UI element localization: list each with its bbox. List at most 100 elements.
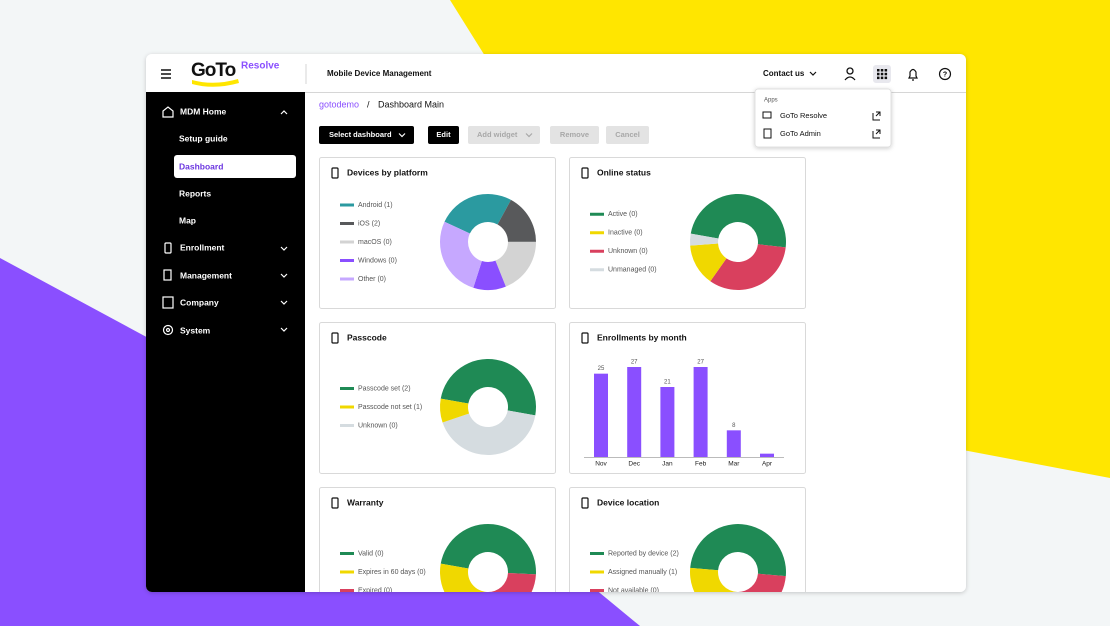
breadcrumb-separator: /	[367, 99, 370, 109]
chevron	[809, 71, 817, 76]
x-tick-label: Jan	[662, 461, 673, 468]
widget-title: Device location	[597, 497, 659, 507]
menu-button[interactable]	[161, 69, 171, 79]
x-tick-label: Mar	[728, 461, 740, 468]
widget-icon	[331, 497, 339, 509]
sidebar-icons	[162, 106, 288, 336]
widget-title: Passcode	[347, 332, 387, 342]
nav-item[interactable]: Management	[180, 270, 232, 280]
donut-segment	[440, 563, 488, 592]
page-title: Mobile Device Management	[327, 69, 432, 78]
menu-icons	[762, 111, 881, 139]
nav-item[interactable]: Enrollment	[180, 242, 225, 252]
chevron	[398, 133, 406, 138]
nav-subitem[interactable]: Setup guide	[179, 133, 228, 143]
apps-menu	[754, 88, 892, 148]
select-dashboard-button[interactable]	[319, 126, 414, 144]
value-label: 27	[631, 360, 638, 366]
donut-segment	[485, 572, 536, 592]
apps-menu-item[interactable]: GoTo Admin	[780, 129, 821, 138]
donut-segment	[690, 194, 786, 248]
button-label[interactable]: Edit	[436, 130, 451, 139]
bar	[693, 367, 708, 457]
add-widget-button[interactable]	[468, 126, 540, 144]
widget-icon	[331, 167, 339, 179]
x-tick-label: Dec	[628, 461, 640, 468]
legend-label: Android (1)	[358, 202, 393, 209]
apps-icon[interactable]	[877, 69, 888, 80]
legend-label: Active (0)	[608, 211, 638, 218]
legend-label: Unknown (0)	[358, 422, 398, 429]
apps-menu-heading: Apps	[764, 98, 778, 104]
help-icon[interactable]: ?	[938, 67, 952, 81]
legend-label: Windows (0)	[358, 257, 397, 264]
legend-label: Expires in 60 days (0)	[358, 569, 426, 576]
svg-text:?: ?	[943, 71, 947, 78]
donut-segment	[495, 241, 536, 287]
value-label: 25	[598, 366, 605, 372]
legend-label: Valid (0)	[358, 550, 384, 557]
nav-subitem[interactable]: Reports	[179, 188, 211, 198]
nav-subitem-active[interactable]: Dashboard	[179, 161, 223, 171]
apps-menu-item[interactable]: GoTo Resolve	[780, 111, 827, 120]
widget-icon	[331, 332, 339, 344]
contact-link[interactable]: Contact us	[763, 69, 805, 78]
widgets: Devices by platform Android (1) iOS (2) mac…	[319, 157, 806, 594]
donut-segment	[690, 524, 786, 577]
chevron	[525, 133, 533, 138]
widget-title: Enrollments by month	[597, 332, 687, 342]
donut-segment	[440, 359, 536, 416]
donut-segment	[690, 233, 719, 246]
breadcrumb-current: Dashboard Main	[378, 99, 444, 109]
donut-segment	[442, 410, 536, 455]
bar	[760, 453, 774, 457]
donut-segment	[473, 260, 506, 290]
breadcrumb-link[interactable]: gotodemo	[319, 99, 359, 109]
widget-icon	[581, 167, 589, 179]
legend-label: Inactive (0)	[608, 230, 643, 237]
widget-icon	[581, 497, 589, 509]
donut-segment	[444, 193, 511, 234]
nav-item[interactable]: MDM Home	[180, 106, 227, 116]
donut-segment	[497, 199, 536, 242]
bell-icon[interactable]	[908, 68, 918, 81]
donut-segment	[439, 221, 482, 288]
nav-item[interactable]: Company	[180, 297, 219, 307]
widget-title: Warranty	[347, 497, 384, 507]
donut-segment	[736, 573, 786, 592]
nav-subitem[interactable]: Map	[179, 215, 196, 225]
legend-label: Other (0)	[358, 276, 386, 283]
cancel-button[interactable]	[606, 126, 649, 144]
legend-label: Reported by device (2)	[608, 550, 679, 557]
active-item-bg	[174, 155, 296, 178]
donut-segment	[690, 243, 727, 282]
button-label[interactable]: Select dashboard	[329, 130, 392, 139]
button-label[interactable]: Cancel	[615, 130, 640, 139]
x-tick-label: Feb	[695, 461, 707, 468]
donut-segment	[440, 524, 537, 575]
x-tick-label: Apr	[762, 461, 773, 468]
button-label[interactable]: Remove	[560, 130, 589, 139]
nav-item[interactable]: System	[180, 325, 211, 335]
legend-label: Not available (0)	[608, 587, 659, 594]
logo[interactable]: GoTo	[191, 60, 237, 81]
legend-label: Passcode not set (1)	[358, 404, 422, 411]
x-tick-label: Nov	[595, 461, 607, 468]
edit-button[interactable]	[428, 126, 459, 144]
value-label: 27	[697, 360, 704, 366]
user-icon[interactable]	[844, 67, 856, 81]
button-label[interactable]: Add widget	[477, 130, 518, 139]
legend-label: Unmanaged (0)	[608, 267, 657, 274]
legend-label: Passcode set (2)	[358, 385, 411, 392]
donut-segment	[439, 398, 470, 423]
logo-swoosh	[192, 79, 239, 87]
value-label: 21	[664, 380, 671, 386]
app-content: GoTo Resolve Mobile Device Management Co…	[146, 60, 966, 594]
bar	[594, 373, 608, 457]
remove-button[interactable]	[550, 126, 599, 144]
logo-product: Resolve	[241, 61, 280, 72]
value-label: 8	[732, 423, 736, 429]
legend-label: Expired (0)	[358, 587, 392, 594]
legend-label: Assigned manually (1)	[608, 569, 677, 576]
